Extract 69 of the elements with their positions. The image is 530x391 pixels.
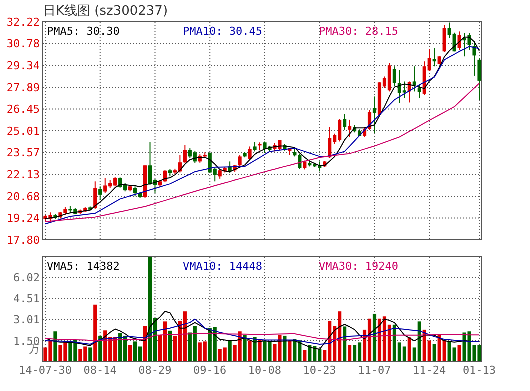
bar bbox=[88, 348, 92, 362]
text: VMA30: 19240 bbox=[319, 260, 398, 273]
y-tick-label: 19.24 bbox=[6, 212, 40, 226]
y-tick-label: 27.89 bbox=[6, 81, 40, 94]
bar bbox=[228, 340, 232, 362]
y-tick-label: 29.34 bbox=[6, 59, 40, 72]
text: PMA5: 30.30 bbox=[47, 25, 120, 38]
text: VMA5: 14382 bbox=[47, 260, 120, 273]
y-tick-label: 26.45 bbox=[6, 103, 40, 116]
bar bbox=[348, 345, 352, 362]
candlestick bbox=[392, 66, 396, 87]
y-tick-label: 23.57 bbox=[6, 146, 40, 160]
candlestick bbox=[418, 84, 422, 99]
candlestick bbox=[442, 24, 446, 53]
candlestick bbox=[238, 154, 242, 168]
chart-title: 日K线图 (sz300237) bbox=[43, 4, 168, 19]
text: PMA30: 28.15 bbox=[319, 25, 398, 38]
candlestick bbox=[94, 181, 98, 210]
bar bbox=[168, 330, 172, 362]
y-tick-label: 25.01 bbox=[6, 124, 40, 138]
x-tick-label: 09-16 bbox=[194, 364, 227, 377]
bar bbox=[408, 338, 412, 362]
line-series bbox=[44, 83, 480, 222]
y-tick-label: 32.22 bbox=[6, 16, 40, 29]
y-tick-label: 4.51 bbox=[14, 292, 40, 306]
y-tick-label: 17.80 bbox=[6, 234, 40, 247]
x-tick-label: 08-29 bbox=[138, 364, 172, 377]
y-tick-label: 20.68 bbox=[6, 190, 40, 204]
text: PMA10: 30.45 bbox=[183, 25, 262, 38]
candlestick bbox=[348, 119, 352, 138]
bar bbox=[303, 350, 307, 362]
x-tick-label: 01-13 bbox=[462, 364, 496, 377]
candlestick bbox=[472, 41, 476, 76]
bar bbox=[253, 337, 257, 362]
bar bbox=[288, 340, 292, 362]
y-axis-title: 万 bbox=[29, 343, 40, 356]
candlestick bbox=[98, 186, 102, 200]
text: VMA10: 14448 bbox=[183, 260, 262, 273]
candlestick bbox=[412, 66, 416, 92]
bar bbox=[128, 345, 132, 362]
x-tick-label: 08-14 bbox=[84, 364, 118, 377]
candlestick bbox=[372, 96, 377, 134]
candlestick bbox=[248, 146, 252, 160]
candlestick bbox=[133, 186, 138, 198]
line-series bbox=[44, 318, 480, 345]
bar bbox=[54, 332, 58, 362]
candlestick bbox=[183, 144, 187, 164]
bar bbox=[258, 339, 262, 362]
x-tick-label: 11-24 bbox=[413, 364, 447, 377]
candlestick bbox=[432, 48, 436, 68]
candlestick bbox=[253, 142, 257, 152]
bar bbox=[94, 304, 98, 362]
bar bbox=[243, 334, 247, 362]
candlestick bbox=[343, 114, 347, 130]
x-tick-label: 10-23 bbox=[303, 364, 336, 377]
x-tick-label: 10-08 bbox=[248, 364, 282, 377]
bar bbox=[343, 326, 347, 362]
line-series bbox=[44, 334, 480, 342]
y-tick-label: 30.78 bbox=[6, 38, 40, 51]
y-tick-label: 6.02 bbox=[14, 272, 40, 285]
bar bbox=[248, 340, 252, 362]
x-tick-label: 14-07-30 bbox=[19, 364, 72, 377]
y-tick-label: 22.13 bbox=[6, 168, 40, 182]
bar bbox=[458, 345, 462, 362]
bar bbox=[372, 314, 377, 362]
y-tick-label: 3.01 bbox=[14, 314, 40, 327]
x-tick-label: 11-07 bbox=[358, 364, 392, 377]
candlestick bbox=[478, 58, 482, 101]
bar bbox=[432, 344, 436, 362]
